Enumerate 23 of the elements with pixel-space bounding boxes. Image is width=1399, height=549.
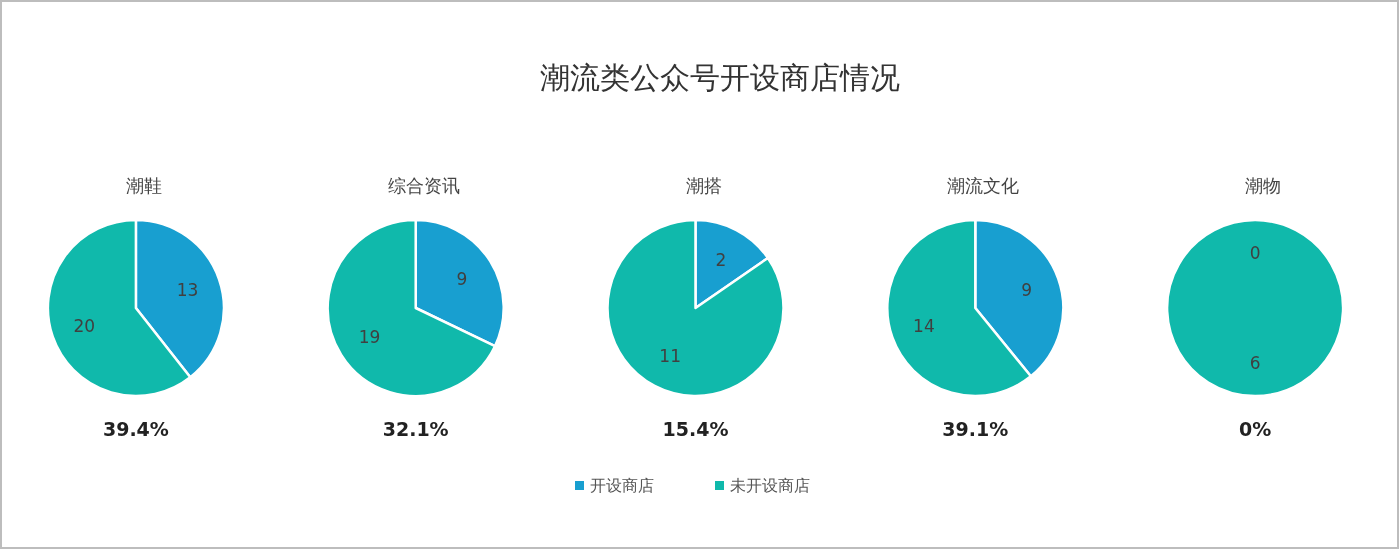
text: 0 bbox=[1249, 243, 1261, 264]
data-label: 9 bbox=[456, 268, 468, 289]
legend-label: 未开设商店 bbox=[730, 476, 810, 495]
chart-title: 潮物 bbox=[1245, 175, 1282, 196]
chart-title: 潮鞋 bbox=[125, 175, 162, 196]
legend-label: 开设商店 bbox=[590, 476, 654, 495]
chart-title: 综合资讯 bbox=[387, 175, 460, 196]
text: 潮流类公众号开设商店情况 bbox=[540, 60, 900, 95]
text: 39.4% bbox=[102, 418, 169, 440]
text: 39.1% bbox=[942, 418, 1009, 440]
data-label: 6 bbox=[1249, 352, 1261, 373]
data-label: 13 bbox=[176, 280, 199, 301]
data-label: 20 bbox=[73, 315, 96, 336]
chart-title: 潮搭 bbox=[685, 175, 722, 196]
data-label: 9 bbox=[1021, 279, 1033, 300]
data-label: 11 bbox=[659, 346, 681, 367]
text: 0% bbox=[1238, 418, 1272, 440]
chart-title: 潮流文化 bbox=[947, 175, 1020, 196]
text: 32.1% bbox=[382, 418, 449, 440]
text: 15.4% bbox=[662, 418, 729, 440]
data-label: 14 bbox=[913, 316, 935, 337]
data-label: 19 bbox=[358, 327, 381, 348]
data-label: 2 bbox=[715, 249, 727, 270]
